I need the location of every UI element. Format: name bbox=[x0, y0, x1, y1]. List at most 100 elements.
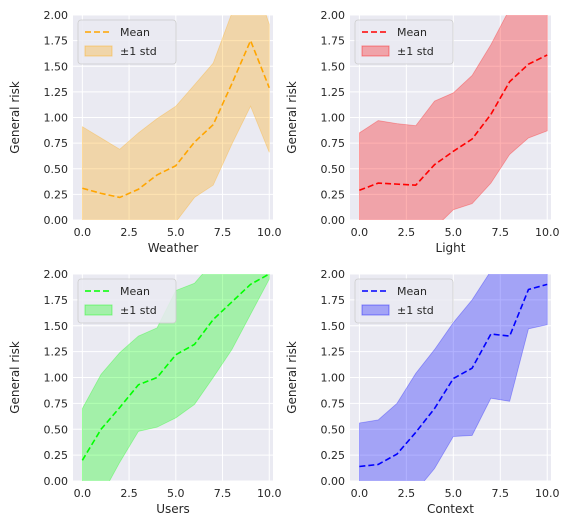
x-tick-label: 0.0 bbox=[74, 226, 92, 239]
y-tick-label: 1.00 bbox=[321, 372, 346, 385]
y-tick-label: 1.50 bbox=[44, 60, 69, 73]
x-axis-label: Light bbox=[436, 241, 466, 255]
legend-frame bbox=[77, 278, 177, 324]
y-tick-label: 0.75 bbox=[321, 397, 346, 410]
y-tick-label: 1.75 bbox=[44, 35, 69, 48]
x-tick-label: 2.5 bbox=[120, 487, 138, 500]
y-tick-label: 1.50 bbox=[321, 60, 346, 73]
y-tick-label: 1.25 bbox=[44, 86, 69, 99]
y-tick-label: 0.50 bbox=[44, 423, 69, 436]
y-tick-label: 0.25 bbox=[44, 449, 69, 462]
y-tick-label: 0.00 bbox=[321, 214, 346, 227]
x-tick-label: 2.5 bbox=[120, 226, 138, 239]
y-tick-label: 0.75 bbox=[44, 137, 69, 150]
std-band bbox=[81, 15, 270, 220]
x-tick-label: 5.0 bbox=[445, 487, 463, 500]
y-tick-label: 1.00 bbox=[44, 372, 69, 385]
legend-mean-label: Mean bbox=[397, 285, 427, 298]
y-tick-label: 0.75 bbox=[44, 397, 69, 410]
y-tick-label: 1.00 bbox=[44, 112, 69, 125]
mean-line bbox=[359, 283, 548, 468]
x-tick-label: 10.0 bbox=[535, 226, 560, 239]
subplot-weather: 0.00 0.25 0.50 0.75 1.00 1.25 1.50 1.75 2.00 0.0 2… bbox=[8, 9, 282, 255]
legend-std-label: ±1 std bbox=[120, 304, 157, 317]
x-tick-label: 7.5 bbox=[492, 487, 510, 500]
series-layer bbox=[81, 274, 270, 481]
y-tick-label: 2.00 bbox=[44, 268, 69, 281]
legend-std-swatch bbox=[361, 45, 390, 57]
y-tick-label: 0.75 bbox=[321, 137, 346, 150]
mean-line bbox=[81, 274, 270, 461]
y-tick-label: 1.50 bbox=[321, 320, 346, 333]
y-tick-label: 0.25 bbox=[321, 188, 346, 201]
series-layer bbox=[358, 15, 548, 220]
series-layer bbox=[358, 274, 548, 481]
x-tick-label: 0.0 bbox=[351, 226, 369, 239]
y-tick-label: 2.00 bbox=[321, 268, 346, 281]
y-tick-label: 0.50 bbox=[44, 163, 69, 176]
y-axis-label: General risk bbox=[8, 341, 22, 414]
y-tick-label: 1.25 bbox=[321, 346, 346, 359]
mean-line bbox=[82, 38, 271, 199]
y-tick-label: 0.00 bbox=[44, 214, 69, 227]
x-tick-label: 0.0 bbox=[351, 487, 369, 500]
legend-frame bbox=[77, 19, 177, 65]
x-tick-label: 10.0 bbox=[257, 226, 282, 239]
legend-std-swatch bbox=[361, 304, 390, 316]
legend-std-swatch bbox=[84, 45, 113, 57]
subplot-light: 0.00 0.25 0.50 0.75 1.00 1.25 1.50 1.75 2.00 0.0 2… bbox=[285, 9, 560, 255]
legend-mean-label: Mean bbox=[120, 26, 150, 39]
legend: Mean ±1 std bbox=[77, 19, 177, 65]
std-band bbox=[81, 274, 270, 481]
y-tick-label: 1.75 bbox=[44, 294, 69, 307]
y-tick-label: 0.00 bbox=[321, 475, 346, 488]
y-axis-label: General risk bbox=[285, 81, 299, 154]
y-tick-label: 1.25 bbox=[44, 346, 69, 359]
x-tick-label: 0.0 bbox=[74, 487, 92, 500]
x-tick-label: 2.5 bbox=[398, 226, 416, 239]
y-tick-label: 0.25 bbox=[44, 188, 69, 201]
x-tick-label: 10.0 bbox=[257, 487, 282, 500]
legend-std-swatch bbox=[84, 304, 113, 316]
legend-frame bbox=[354, 278, 454, 324]
x-tick-label: 7.5 bbox=[214, 487, 232, 500]
legend-std-label: ±1 std bbox=[397, 45, 434, 58]
x-tick-label: 5.0 bbox=[445, 226, 463, 239]
x-axis-label: Context bbox=[427, 502, 474, 515]
y-tick-label: 0.00 bbox=[44, 475, 69, 488]
legend: Mean ±1 std bbox=[77, 278, 177, 324]
y-tick-label: 0.50 bbox=[321, 163, 346, 176]
x-tick-label: 5.0 bbox=[167, 487, 185, 500]
x-tick-label: 7.5 bbox=[214, 226, 232, 239]
y-tick-label: 1.25 bbox=[321, 86, 346, 99]
subplot-users: 0.00 0.25 0.50 0.75 1.00 1.25 1.50 1.75 2.00 0.0 2… bbox=[8, 268, 282, 515]
x-tick-label: 10.0 bbox=[535, 487, 560, 500]
legend-mean-label: Mean bbox=[120, 285, 150, 298]
legend-std-label: ±1 std bbox=[120, 45, 157, 58]
series-layer bbox=[81, 15, 271, 220]
y-tick-label: 0.50 bbox=[321, 423, 346, 436]
y-tick-label: 1.75 bbox=[321, 35, 346, 48]
y-tick-label: 1.75 bbox=[321, 294, 346, 307]
y-tick-label: 2.00 bbox=[321, 9, 346, 22]
x-tick-label: 5.0 bbox=[167, 226, 185, 239]
x-tick-label: 7.5 bbox=[492, 226, 510, 239]
legend: Mean ±1 std bbox=[354, 278, 454, 324]
legend: Mean ±1 std bbox=[354, 19, 454, 65]
legend-frame bbox=[354, 19, 454, 65]
y-tick-label: 2.00 bbox=[44, 9, 69, 22]
x-axis-label: Users bbox=[156, 502, 190, 515]
y-axis-label: General risk bbox=[285, 341, 299, 414]
y-tick-label: 0.25 bbox=[321, 449, 346, 462]
mean-line bbox=[359, 54, 548, 192]
y-tick-label: 1.50 bbox=[44, 320, 69, 333]
std-band bbox=[358, 15, 548, 220]
subplot-context: 0.00 0.25 0.50 0.75 1.00 1.25 1.50 1.75 2.00 0.0 2… bbox=[285, 268, 560, 515]
y-axis-label: General risk bbox=[8, 81, 22, 154]
legend-mean-label: Mean bbox=[397, 26, 427, 39]
legend-std-label: ±1 std bbox=[397, 304, 434, 317]
x-axis-label: Weather bbox=[148, 241, 199, 255]
std-band bbox=[358, 274, 548, 481]
y-tick-label: 1.00 bbox=[321, 112, 346, 125]
